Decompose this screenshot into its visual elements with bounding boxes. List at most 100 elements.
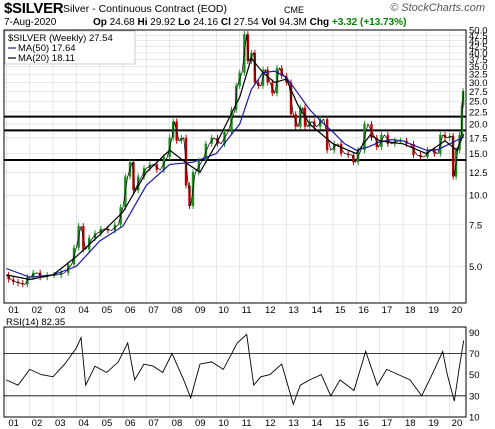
rsi-tick-label: 90 bbox=[469, 328, 480, 339]
op-label: Op bbox=[93, 17, 107, 28]
op-value: 24.68 bbox=[109, 17, 135, 28]
x-tick-label: 01 bbox=[8, 418, 19, 429]
x-tick-label: 10 bbox=[218, 305, 229, 316]
x-tick-label: 03 bbox=[55, 305, 66, 316]
legend-ma50: MA(50) 17.64 bbox=[18, 43, 76, 54]
y-tick-label: 30.0 bbox=[469, 78, 488, 89]
rsi-tick-label: 70 bbox=[469, 349, 480, 360]
x-tick-label: 12 bbox=[265, 305, 276, 316]
x-tick-label: 06 bbox=[125, 418, 136, 429]
legend-main: $SILVER (Weekly) 27.54 bbox=[8, 33, 113, 44]
x-tick-label: 16 bbox=[358, 305, 369, 316]
y-tick-label: 42.5 bbox=[469, 42, 488, 53]
x-tick-label: 09 bbox=[195, 305, 206, 316]
symbol-description: Silver - Continuous Contract (EOD) bbox=[63, 3, 227, 15]
ma20-line bbox=[6, 56, 465, 281]
y-tick-label: 17.5 bbox=[469, 133, 488, 144]
x-tick-label: 08 bbox=[172, 305, 183, 316]
brand-label[interactable]: © StockCharts.com bbox=[390, 2, 485, 14]
ma50-line bbox=[6, 70, 464, 278]
cl-value: 27.54 bbox=[233, 17, 259, 28]
x-tick-label: 10 bbox=[218, 418, 229, 429]
price-candle bbox=[399, 140, 402, 142]
x-tick-label: 20 bbox=[452, 418, 463, 429]
exchange-label: CME bbox=[284, 5, 304, 15]
y-tick-label: 22.5 bbox=[469, 107, 488, 118]
rsi-axis: 90 70 50 30 10 bbox=[469, 328, 480, 424]
hi-label: Hi bbox=[137, 17, 148, 28]
y-tick-label: 37.5 bbox=[469, 55, 488, 66]
x-tick-label: 11 bbox=[242, 305, 252, 316]
lo-value: 24.16 bbox=[193, 17, 219, 28]
y-tick-label: 40.0 bbox=[469, 48, 488, 59]
x-tick-label: 12 bbox=[265, 418, 276, 429]
y-tick-label: 15.0 bbox=[469, 149, 488, 160]
rsi-tick-label: 50 bbox=[469, 370, 480, 381]
y-tick-label: 12.5 bbox=[469, 168, 488, 179]
x-tick-label: 20 bbox=[452, 305, 463, 316]
lo-label: Lo bbox=[178, 17, 191, 28]
x-tick-label: 05 bbox=[102, 418, 113, 429]
y-tick-label: 35.0 bbox=[469, 62, 488, 73]
y-tick-label: 25.0 bbox=[469, 97, 488, 108]
y-tick-label: 45.0 bbox=[469, 36, 488, 47]
chg-value: +3.32 (+13.73%) bbox=[331, 17, 407, 28]
x-tick-label: 13 bbox=[288, 418, 299, 429]
legend-ma20: MA(20) 18.11 bbox=[18, 53, 75, 64]
vol-value: 94.3M bbox=[279, 17, 307, 28]
quote-bar: Op 24.68 Hi 29.92 Lo 24.16 Cl 27.54 Vol … bbox=[93, 17, 406, 28]
rsi-grid bbox=[4, 327, 466, 417]
y-tick-label: 5.0 bbox=[469, 262, 482, 273]
price-series bbox=[6, 31, 465, 288]
time-axis: 01 02 03 04 05 06 07 08 09 10 11 12 13 14 15 16 17 18 19 20 bbox=[8, 305, 462, 316]
x-tick-label: 13 bbox=[288, 305, 299, 316]
rsi-tick-label: 10 bbox=[469, 413, 480, 424]
chg-label: Chg bbox=[309, 17, 330, 28]
x-tick-label: 17 bbox=[382, 418, 393, 429]
y-tick-label: 10.0 bbox=[469, 191, 488, 202]
x-tick-label: 06 bbox=[125, 305, 136, 316]
x-tick-label: 09 bbox=[195, 418, 206, 429]
x-tick-label: 01 bbox=[8, 305, 19, 316]
quote-date: 7-Aug-2020 bbox=[4, 17, 57, 28]
x-tick-label: 04 bbox=[78, 418, 89, 429]
vol-label: Vol bbox=[261, 17, 277, 28]
x-tick-label: 03 bbox=[55, 418, 66, 429]
main-panel-frame bbox=[3, 29, 467, 304]
x-tick-label: 04 bbox=[78, 305, 89, 316]
x-tick-label: 19 bbox=[428, 418, 439, 429]
y-tick-label: 32.5 bbox=[469, 70, 488, 81]
x-tick-label: 16 bbox=[358, 418, 369, 429]
hi-value: 29.92 bbox=[150, 17, 176, 28]
y-tick-label: 20.0 bbox=[469, 120, 488, 131]
x-tick-label: 19 bbox=[428, 305, 439, 316]
rsi-series bbox=[6, 333, 465, 406]
x-tick-label: 05 bbox=[102, 305, 113, 316]
price-axis: 50.047.545.042.540.037.535.032.530.027.5… bbox=[469, 26, 488, 273]
rsi-line bbox=[6, 333, 465, 406]
y-tick-label: 47.5 bbox=[469, 31, 488, 42]
price-candle bbox=[52, 274, 56, 276]
legend-box: $SILVER (Weekly) 27.54 MA(50) 17.64 MA(2… bbox=[4, 30, 136, 65]
x-tick-label: 15 bbox=[335, 305, 346, 316]
x-tick-label: 18 bbox=[405, 305, 416, 316]
cl-label: Cl bbox=[220, 17, 231, 28]
x-tick-label: 07 bbox=[148, 305, 159, 316]
x-tick-label: 18 bbox=[405, 418, 416, 429]
y-tick-label: 7.5 bbox=[469, 220, 482, 231]
x-tick-label: 14 bbox=[312, 305, 323, 316]
x-tick-label: 02 bbox=[32, 418, 43, 429]
x-tick-label: 17 bbox=[382, 305, 393, 316]
legend-rsi: RSI(14) 82.35 bbox=[6, 317, 65, 328]
rsi-time-axis: 01 02 03 04 05 06 07 08 09 10 11 12 13 14 15 16 17 18 19 20 bbox=[8, 418, 462, 429]
y-tick-label: 27.5 bbox=[469, 87, 488, 98]
rsi-tick-label: 30 bbox=[469, 391, 480, 402]
x-tick-label: 14 bbox=[312, 418, 323, 429]
x-tick-label: 08 bbox=[172, 418, 183, 429]
x-tick-label: 02 bbox=[32, 305, 43, 316]
x-tick-label: 07 bbox=[148, 418, 159, 429]
x-tick-label: 11 bbox=[242, 418, 252, 429]
x-tick-label: 15 bbox=[335, 418, 346, 429]
y-tick-label: 50.0 bbox=[469, 26, 488, 37]
